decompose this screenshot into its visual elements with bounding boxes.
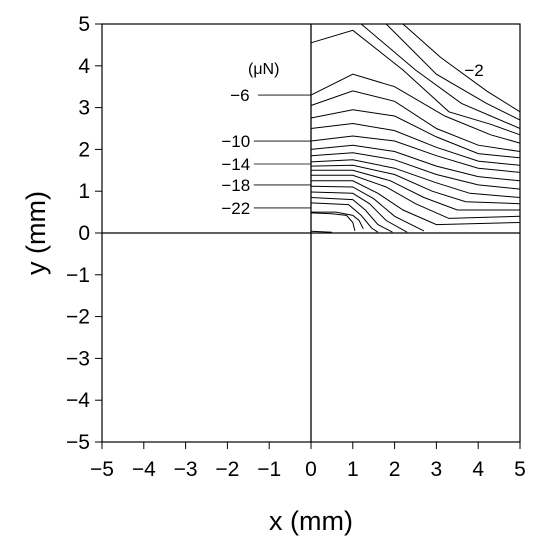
contour-line xyxy=(385,23,521,121)
contour-line xyxy=(310,191,408,233)
contour-line xyxy=(310,164,521,205)
contour-line xyxy=(310,230,332,233)
y-tick-label: −2 xyxy=(66,306,90,329)
zero-axes xyxy=(102,24,520,442)
y-tick-label: −3 xyxy=(66,347,90,370)
x-tick-label: 0 xyxy=(305,458,317,481)
x-tick-label: −4 xyxy=(132,458,156,481)
contour-line xyxy=(310,152,521,190)
contour-labels: −2 −6 −10 −14 −18 −22 xyxy=(221,61,483,218)
contour-label: −18 xyxy=(221,176,250,195)
contour-line xyxy=(310,90,521,152)
contour-line xyxy=(402,23,521,113)
contour-label: −2 xyxy=(464,61,483,80)
contour-line xyxy=(310,212,356,232)
contour-line xyxy=(310,135,521,173)
contour-label: −6 xyxy=(230,86,249,105)
x-tick-label: 1 xyxy=(347,458,359,481)
contour-line xyxy=(310,197,393,233)
contour-line xyxy=(360,23,521,129)
contour-lines xyxy=(310,23,521,233)
x-tick-label: −1 xyxy=(257,458,281,481)
x-tick-label: 3 xyxy=(431,458,443,481)
y-tick-label: 3 xyxy=(78,97,90,120)
x-tick-label: 4 xyxy=(472,458,484,481)
contour-line xyxy=(310,202,379,233)
y-tick-label: −4 xyxy=(66,389,90,412)
contour-line xyxy=(311,180,521,226)
x-tick-label: 2 xyxy=(389,458,401,481)
x-tick-label: −2 xyxy=(215,458,239,481)
y-tick-label: 2 xyxy=(78,138,90,161)
y-axis-label: y (mm) xyxy=(21,191,51,275)
contour-label-leaders xyxy=(253,94,311,209)
contour-line xyxy=(310,109,521,159)
x-tick-label: −5 xyxy=(90,458,114,481)
y-tick-label: −5 xyxy=(66,431,90,454)
contour-line xyxy=(310,144,521,182)
x-tick-label: 5 xyxy=(514,458,526,481)
contour-line xyxy=(310,159,521,198)
unit-label: (μN) xyxy=(248,61,279,78)
y-tick-label: 1 xyxy=(78,180,90,203)
y-tick-label: 5 xyxy=(78,13,90,36)
contour-label: −22 xyxy=(221,199,250,218)
contour-line xyxy=(310,122,521,166)
y-axis-ticks: 5 4 3 2 1 0 −1 −2 −3 −4 −5 xyxy=(66,13,102,454)
x-axis-label: x (mm) xyxy=(269,506,353,536)
x-tick-label: −3 xyxy=(174,458,198,481)
y-tick-label: −1 xyxy=(66,264,90,287)
x-axis-ticks: −5 −4 −3 −2 −1 0 1 2 3 4 5 xyxy=(90,442,526,481)
contour-label: −10 xyxy=(221,132,250,151)
contour-line xyxy=(311,174,521,219)
y-tick-label: 4 xyxy=(78,55,90,78)
contour-line xyxy=(311,211,364,230)
contour-line xyxy=(310,185,425,232)
contour-line xyxy=(311,169,520,211)
contour-label: −14 xyxy=(221,155,250,174)
contour-line xyxy=(310,73,521,144)
contour-line xyxy=(310,29,521,136)
y-tick-label: 0 xyxy=(78,222,90,245)
